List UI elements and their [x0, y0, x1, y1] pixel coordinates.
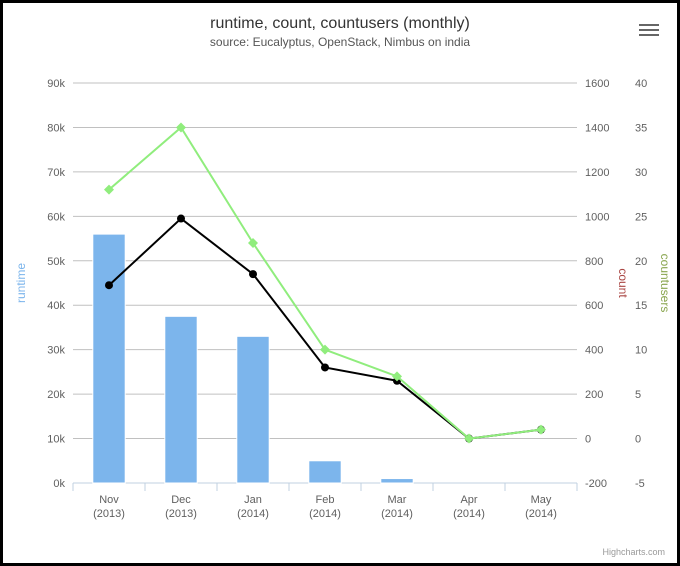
svg-text:Apr: Apr — [460, 494, 477, 506]
svg-text:800: 800 — [585, 256, 603, 268]
svg-text:(2014): (2014) — [237, 508, 269, 520]
chart-title: runtime, count, countusers (monthly) — [3, 3, 677, 33]
svg-text:(2013): (2013) — [165, 508, 197, 520]
chart-subtitle: source: Eucalyptus, OpenStack, Nimbus on… — [3, 33, 677, 49]
svg-text:(2014): (2014) — [525, 508, 557, 520]
svg-text:70k: 70k — [47, 167, 65, 179]
bar-runtime[interactable] — [237, 336, 269, 483]
svg-text:May: May — [531, 494, 552, 506]
svg-text:0k: 0k — [53, 478, 65, 490]
x-tick-label: Apr (2014) — [453, 494, 485, 520]
marker-count[interactable] — [249, 270, 257, 278]
plot-area: Nov (2013) Dec (2013) Jan (2014) Feb (2014) Mar (… — [3, 63, 677, 543]
svg-text:50k: 50k — [47, 256, 65, 268]
svg-text:200: 200 — [585, 389, 603, 401]
svg-text:0: 0 — [585, 434, 591, 446]
svg-text:(2014): (2014) — [453, 508, 485, 520]
svg-text:1600: 1600 — [585, 78, 609, 90]
svg-text:600: 600 — [585, 300, 603, 312]
y-axis-title-countusers: countusers — [658, 254, 672, 313]
svg-text:60k: 60k — [47, 211, 65, 223]
svg-text:15: 15 — [635, 300, 647, 312]
context-menu-button[interactable] — [639, 21, 659, 37]
svg-text:10k: 10k — [47, 434, 65, 446]
svg-text:20k: 20k — [47, 389, 65, 401]
svg-text:40k: 40k — [47, 300, 65, 312]
svg-text:1200: 1200 — [585, 167, 609, 179]
bar-runtime[interactable] — [165, 316, 197, 483]
bar-runtime[interactable] — [381, 479, 413, 483]
svg-text:30: 30 — [635, 167, 647, 179]
y-axis-title-count: count — [616, 268, 630, 298]
x-tick-label: Dec (2013) — [165, 494, 197, 520]
x-tick-label: May (2014) — [525, 494, 557, 520]
svg-text:30k: 30k — [47, 345, 65, 357]
bar-runtime[interactable] — [93, 234, 125, 483]
svg-text:-5: -5 — [635, 478, 645, 490]
svg-text:Nov: Nov — [99, 494, 119, 506]
svg-text:Jan: Jan — [244, 494, 262, 506]
svg-text:5: 5 — [635, 389, 641, 401]
marker-count[interactable] — [321, 363, 329, 371]
svg-text:(2013): (2013) — [93, 508, 125, 520]
svg-text:0: 0 — [635, 434, 641, 446]
chart-frame: runtime, count, countusers (monthly) sou… — [0, 0, 680, 566]
marker-count[interactable] — [105, 281, 113, 289]
svg-text:1000: 1000 — [585, 211, 609, 223]
svg-text:(2014): (2014) — [309, 508, 341, 520]
marker-countusers[interactable] — [536, 425, 546, 435]
bar-runtime[interactable] — [309, 461, 341, 483]
svg-text:40: 40 — [635, 78, 647, 90]
marker-count[interactable] — [177, 215, 185, 223]
svg-text:1400: 1400 — [585, 122, 609, 134]
svg-text:80k: 80k — [47, 122, 65, 134]
svg-text:-200: -200 — [585, 478, 607, 490]
svg-text:Feb: Feb — [316, 494, 335, 506]
svg-text:90k: 90k — [47, 78, 65, 90]
y-axis-title-runtime: runtime — [14, 263, 28, 303]
svg-text:35: 35 — [635, 122, 647, 134]
x-tick-label: Feb (2014) — [309, 494, 341, 520]
credits-link[interactable]: Highcharts.com — [602, 547, 665, 557]
chart-svg: Nov (2013) Dec (2013) Jan (2014) Feb (2014) Mar (… — [3, 63, 677, 543]
svg-text:25: 25 — [635, 211, 647, 223]
svg-text:20: 20 — [635, 256, 647, 268]
svg-text:Mar: Mar — [388, 494, 407, 506]
x-tick-label: Mar (2014) — [381, 494, 413, 520]
svg-text:400: 400 — [585, 345, 603, 357]
svg-text:Dec: Dec — [171, 494, 191, 506]
svg-text:(2014): (2014) — [381, 508, 413, 520]
svg-text:10: 10 — [635, 345, 647, 357]
x-tick-label: Jan (2014) — [237, 494, 269, 520]
x-tick-label: Nov (2013) — [93, 494, 125, 520]
